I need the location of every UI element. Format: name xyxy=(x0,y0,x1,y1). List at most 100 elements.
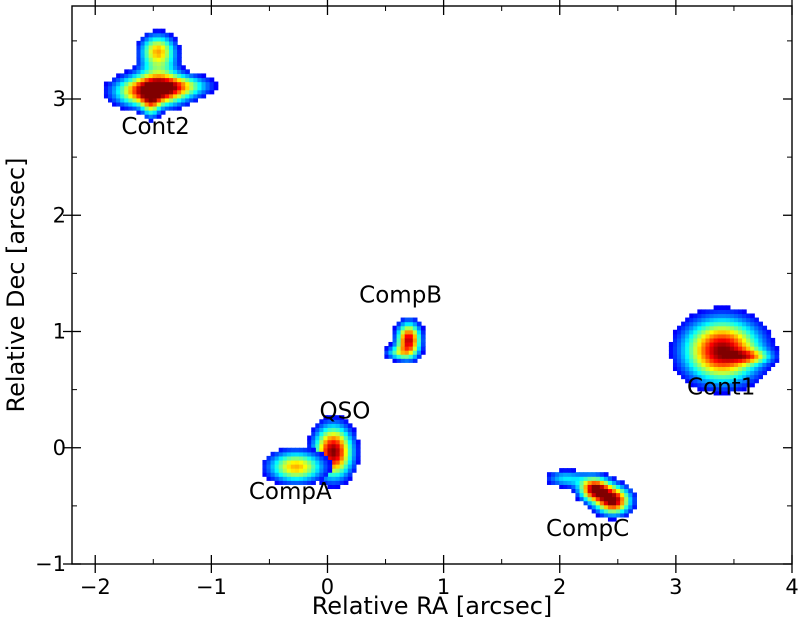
image-pixel xyxy=(754,317,759,323)
image-pixel xyxy=(270,451,276,457)
image-pixel xyxy=(412,321,418,327)
image-pixel xyxy=(579,472,585,477)
image-pixel xyxy=(331,476,337,481)
image-pixel xyxy=(392,325,398,331)
image-pixel xyxy=(140,44,146,50)
image-pixel xyxy=(705,354,711,359)
image-pixel xyxy=(173,81,178,87)
image-pixel xyxy=(612,512,617,518)
image-pixel xyxy=(148,57,154,62)
image-pixel xyxy=(335,435,341,441)
image-pixel xyxy=(128,89,133,95)
image-pixel xyxy=(770,341,776,347)
image-pixel xyxy=(738,346,743,351)
image-pixel xyxy=(693,313,698,319)
image-pixel xyxy=(587,492,593,498)
image-pixel xyxy=(701,386,707,392)
image-pixel xyxy=(299,464,304,469)
image-pixel xyxy=(733,366,739,372)
image-pixel xyxy=(546,472,552,477)
image-pixel xyxy=(152,69,158,75)
image-pixel xyxy=(327,484,333,490)
image-pixel xyxy=(181,93,186,99)
image-pixel xyxy=(347,427,353,433)
label-compb: CompB xyxy=(359,282,442,308)
image-pixel xyxy=(193,89,199,95)
image-pixel xyxy=(628,496,633,502)
image-pixel xyxy=(672,358,678,363)
image-pixel xyxy=(339,423,345,429)
image-pixel xyxy=(197,77,203,83)
image-pixel xyxy=(603,472,609,477)
image-pixel xyxy=(416,337,422,343)
image-pixel xyxy=(213,85,219,91)
image-pixel xyxy=(420,325,426,331)
image-pixel xyxy=(112,77,117,83)
image-pixel xyxy=(697,354,703,359)
image-pixel xyxy=(315,476,320,481)
image-pixel xyxy=(758,325,763,331)
image-pixel xyxy=(632,492,637,498)
image-pixel xyxy=(774,346,780,351)
image-pixel xyxy=(579,480,585,485)
image-pixel xyxy=(587,484,593,490)
image-pixel xyxy=(400,337,406,343)
image-pixel xyxy=(697,346,703,351)
image-pixel xyxy=(132,93,138,99)
image-pixel xyxy=(152,85,158,91)
image-pixel xyxy=(632,496,637,502)
image-pixel xyxy=(697,337,703,343)
image-pixel xyxy=(412,317,418,323)
image-pixel xyxy=(315,464,320,469)
image-pixel xyxy=(323,472,329,477)
image-pixel xyxy=(591,508,597,514)
image-pixel xyxy=(725,366,731,372)
image-pixel xyxy=(392,333,398,339)
image-pixel xyxy=(164,97,170,103)
image-pixel xyxy=(286,447,292,453)
image-pixel xyxy=(201,89,207,95)
image-pixel xyxy=(750,341,755,347)
image-pixel xyxy=(290,459,296,465)
image-pixel xyxy=(738,309,743,315)
image-pixel xyxy=(290,451,296,457)
image-pixel xyxy=(168,85,174,91)
image-pixel xyxy=(120,81,125,87)
image-pixel xyxy=(185,69,190,75)
image-pixel xyxy=(327,435,333,441)
image-pixel xyxy=(603,488,609,494)
image-pixel xyxy=(668,346,674,351)
image-pixel xyxy=(628,504,633,510)
image-pixel xyxy=(140,81,146,87)
image-pixel xyxy=(742,370,747,376)
image-pixel xyxy=(319,447,325,453)
image-pixel xyxy=(307,447,312,453)
image-pixel xyxy=(112,85,117,91)
image-pixel xyxy=(164,105,170,111)
image-pixel xyxy=(725,386,731,392)
image-pixel xyxy=(311,472,316,477)
image-pixel xyxy=(140,65,146,70)
image-pixel xyxy=(416,341,422,347)
image-pixel xyxy=(697,313,703,319)
image-pixel xyxy=(168,65,174,70)
image-pixel xyxy=(603,492,609,498)
image-pixel xyxy=(587,500,593,506)
image-pixel xyxy=(693,333,698,339)
image-pixel xyxy=(567,480,572,485)
image-pixel xyxy=(270,455,276,461)
image-pixel xyxy=(335,447,341,453)
image-pixel xyxy=(725,382,731,388)
image-pixel xyxy=(677,354,682,359)
image-pixel xyxy=(189,77,194,83)
image-pixel xyxy=(599,512,605,518)
image-pixel xyxy=(412,341,418,347)
image-pixel xyxy=(404,350,410,355)
image-pixel xyxy=(758,362,763,367)
image-pixel xyxy=(286,459,292,465)
image-pixel xyxy=(189,97,194,103)
image-pixel xyxy=(624,504,629,510)
image-pixel xyxy=(148,61,154,66)
image-pixel xyxy=(412,358,418,363)
image-pixel xyxy=(738,325,743,331)
